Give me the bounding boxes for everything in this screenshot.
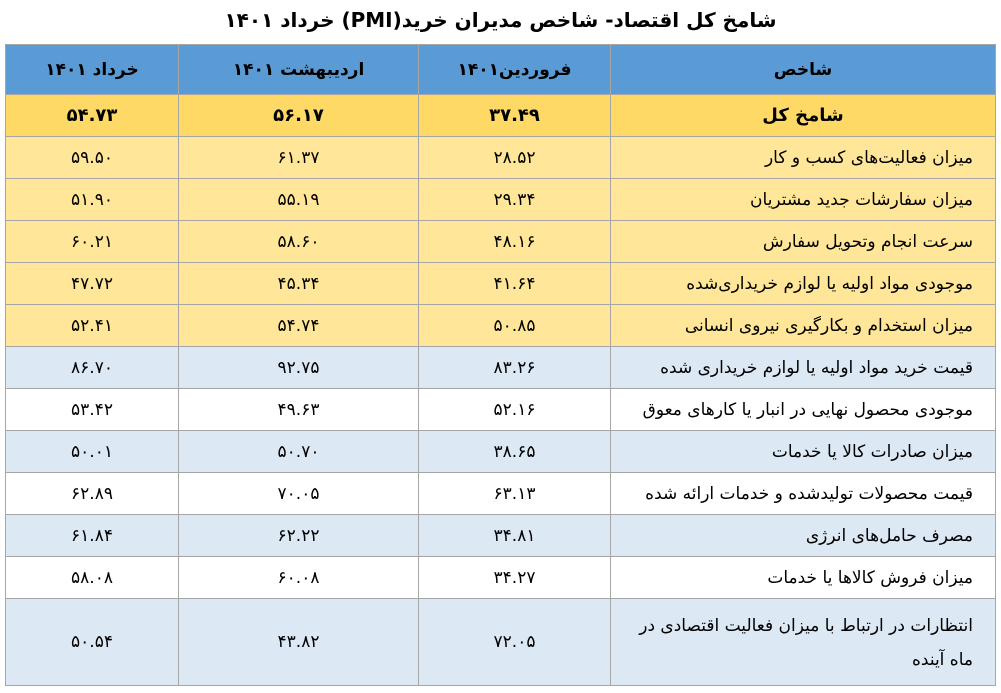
row-farvardin: ۴۸.۱۶ xyxy=(418,220,611,263)
row-label: انتظارات در ارتباط با میزان فعالیت اقتصا… xyxy=(610,598,996,686)
pmi-table: شاخص فروردین۱۴۰۱ اردیبهشت ۱۴۰۱ خرداد ۱۴۰… xyxy=(5,44,996,686)
row-label: میزان فعالیت‌های کسب و کار xyxy=(610,136,996,179)
row-khordad: ۵۹.۵۰ xyxy=(5,136,179,179)
row-farvardin: ۷۲.۰۵ xyxy=(418,598,611,686)
row-farvardin: ۳۴.۸۱ xyxy=(418,514,611,557)
row-ordibehesht: ۴۳.۸۲ xyxy=(178,598,419,686)
table-header-row: شاخص فروردین۱۴۰۱ اردیبهشت ۱۴۰۱ خرداد ۱۴۰… xyxy=(5,44,996,95)
row-ordibehesht: ۴۵.۳۴ xyxy=(178,262,419,305)
table-row: میزان سفارشات جدید مشتریان ۲۹.۳۴ ۵۵.۱۹ ۵… xyxy=(5,178,996,221)
row-ordibehesht: ۵۵.۱۹ xyxy=(178,178,419,221)
row-khordad: ۶۱.۸۴ xyxy=(5,514,179,557)
table-row: سرعت انجام وتحویل سفارش ۴۸.۱۶ ۵۸.۶۰ ۶۰.۲… xyxy=(5,220,996,263)
table-row: قیمت محصولات تولیدشده و خدمات ارائه شده … xyxy=(5,472,996,515)
row-khordad: ۵۴.۷۳ xyxy=(5,94,179,137)
row-ordibehesht: ۶۰.۰۸ xyxy=(178,556,419,599)
table-row: مصرف حامل‌های انرژی ۳۴.۸۱ ۶۲.۲۲ ۶۱.۸۴ xyxy=(5,514,996,557)
row-label: میزان سفارشات جدید مشتریان xyxy=(610,178,996,221)
row-label: میزان فروش کالاها یا خدمات xyxy=(610,556,996,599)
row-label: قیمت محصولات تولیدشده و خدمات ارائه شده xyxy=(610,472,996,515)
row-khordad: ۸۶.۷۰ xyxy=(5,346,179,389)
row-ordibehesht: ۹۲.۷۵ xyxy=(178,346,419,389)
page-title: شامخ کل اقتصاد- شاخص مدیران خرید(PMI) خر… xyxy=(224,8,777,32)
row-label: موجودی مواد اولیه یا لوازم خریداری‌شده xyxy=(610,262,996,305)
row-khordad: ۴۷.۷۲ xyxy=(5,262,179,305)
row-khordad: ۵۳.۴۲ xyxy=(5,388,179,431)
row-farvardin: ۵۰.۸۵ xyxy=(418,304,611,347)
row-farvardin: ۲۸.۵۲ xyxy=(418,136,611,179)
table-row: میزان فروش کالاها یا خدمات ۳۴.۲۷ ۶۰.۰۸ ۵… xyxy=(5,556,996,599)
row-ordibehesht: ۶۲.۲۲ xyxy=(178,514,419,557)
row-farvardin: ۶۳.۱۳ xyxy=(418,472,611,515)
table-row-total: شامخ کل ۳۷.۴۹ ۵۶.۱۷ ۵۴.۷۳ xyxy=(5,94,996,137)
table-row: موجودی مواد اولیه یا لوازم خریداری‌شده ۴… xyxy=(5,262,996,305)
row-ordibehesht: ۷۰.۰۵ xyxy=(178,472,419,515)
row-khordad: ۵۰.۵۴ xyxy=(5,598,179,686)
row-farvardin: ۴۱.۶۴ xyxy=(418,262,611,305)
row-label: سرعت انجام وتحویل سفارش xyxy=(610,220,996,263)
row-farvardin: ۳۸.۶۵ xyxy=(418,430,611,473)
row-khordad: ۶۲.۸۹ xyxy=(5,472,179,515)
row-label: قیمت خرید مواد اولیه یا لوازم خریداری شد… xyxy=(610,346,996,389)
row-khordad: ۶۰.۲۱ xyxy=(5,220,179,263)
row-label: موجودی محصول نهایی در انبار یا کارهای مع… xyxy=(610,388,996,431)
table-row: میزان صادرات کالا یا خدمات ۳۸.۶۵ ۵۰.۷۰ ۵… xyxy=(5,430,996,473)
row-ordibehesht: ۶۱.۳۷ xyxy=(178,136,419,179)
row-label: شامخ کل xyxy=(610,94,996,137)
row-ordibehesht: ۵۶.۱۷ xyxy=(178,94,419,137)
row-label: مصرف حامل‌های انرژی xyxy=(610,514,996,557)
row-ordibehesht: ۵۸.۶۰ xyxy=(178,220,419,263)
row-farvardin: ۸۳.۲۶ xyxy=(418,346,611,389)
header-khordad: خرداد ۱۴۰۱ xyxy=(5,44,179,95)
row-farvardin: ۳۷.۴۹ xyxy=(418,94,611,137)
table-row: قیمت خرید مواد اولیه یا لوازم خریداری شد… xyxy=(5,346,996,389)
row-farvardin: ۳۴.۲۷ xyxy=(418,556,611,599)
row-farvardin: ۵۲.۱۶ xyxy=(418,388,611,431)
table-row: انتظارات در ارتباط با میزان فعالیت اقتصا… xyxy=(5,598,996,686)
row-label: میزان صادرات کالا یا خدمات xyxy=(610,430,996,473)
row-farvardin: ۲۹.۳۴ xyxy=(418,178,611,221)
row-khordad: ۵۰.۰۱ xyxy=(5,430,179,473)
header-indicator: شاخص xyxy=(610,44,996,95)
table-row: میزان فعالیت‌های کسب و کار ۲۸.۵۲ ۶۱.۳۷ ۵… xyxy=(5,136,996,179)
table-row: موجودی محصول نهایی در انبار یا کارهای مع… xyxy=(5,388,996,431)
row-khordad: ۵۲.۴۱ xyxy=(5,304,179,347)
row-ordibehesht: ۵۰.۷۰ xyxy=(178,430,419,473)
header-farvardin: فروردین۱۴۰۱ xyxy=(418,44,611,95)
row-ordibehesht: ۵۴.۷۴ xyxy=(178,304,419,347)
header-ordibehesht: اردیبهشت ۱۴۰۱ xyxy=(178,44,419,95)
row-khordad: ۵۱.۹۰ xyxy=(5,178,179,221)
row-khordad: ۵۸.۰۸ xyxy=(5,556,179,599)
row-ordibehesht: ۴۹.۶۳ xyxy=(178,388,419,431)
table-row: میزان استخدام و بکارگیری نیروی انسانی ۵۰… xyxy=(5,304,996,347)
row-label: میزان استخدام و بکارگیری نیروی انسانی xyxy=(610,304,996,347)
